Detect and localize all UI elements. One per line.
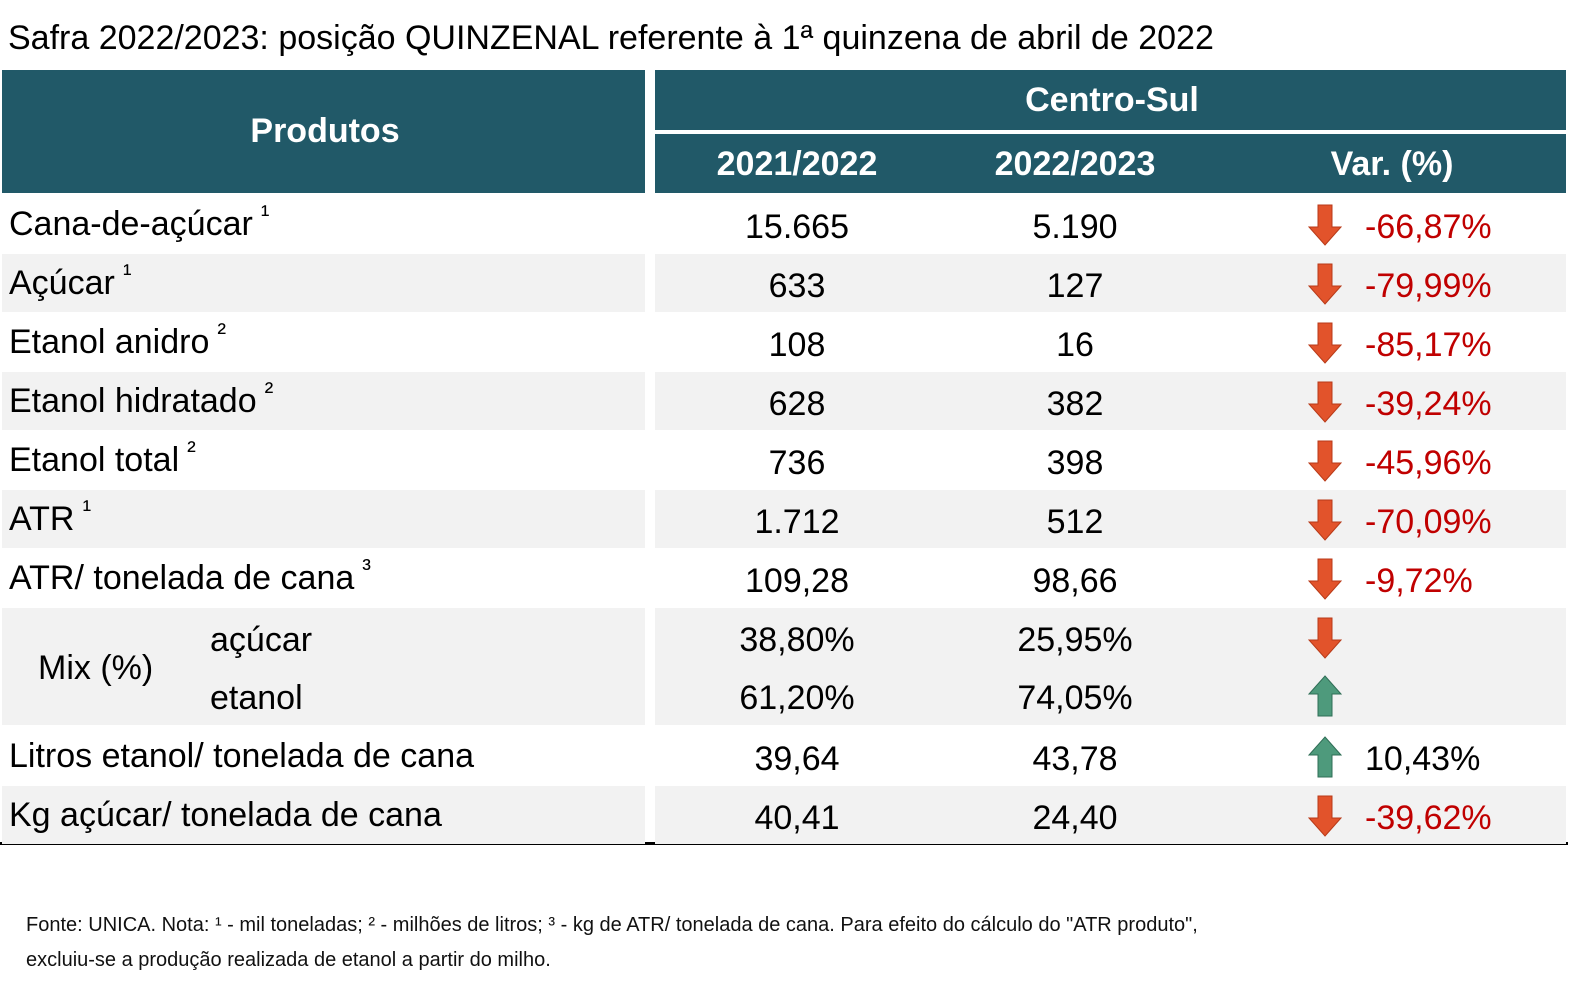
cell-value: 38,80%	[739, 621, 855, 659]
note: ²	[187, 435, 196, 465]
row-bg	[2, 254, 645, 312]
cell-value: 39,64	[754, 740, 840, 778]
note: ¹	[260, 199, 270, 229]
cell-value: 40,41	[754, 799, 840, 837]
row-bg	[2, 608, 645, 725]
arrow-down	[1307, 558, 1343, 600]
cell-value: 15.665	[745, 208, 849, 246]
arrow-up	[1307, 736, 1343, 778]
arrow-down	[1307, 499, 1343, 541]
variation: 10,43%	[1365, 740, 1481, 778]
note: ²	[217, 317, 227, 347]
title: Safra 2022/2023: posição QUINZENAL refer…	[8, 19, 1214, 57]
cell-value: 127	[1046, 267, 1104, 305]
footnote: Fonte: UNICA. Nota: ¹ - mil toneladas; ²…	[26, 914, 1198, 936]
row-bg	[655, 254, 1566, 312]
row-bg	[2, 786, 645, 844]
footnote: excluiu-se a produção realizada de etano…	[26, 949, 551, 971]
cell-value: 398	[1046, 444, 1104, 482]
cell-value: 74,05%	[1017, 679, 1133, 717]
arrow-shape	[1307, 617, 1343, 659]
arrow-down	[1307, 204, 1343, 246]
note: ³	[362, 553, 371, 583]
cell-value: 109,28	[745, 562, 849, 600]
variation: -66,87%	[1365, 208, 1492, 246]
header-column: Var. (%)	[1330, 145, 1454, 183]
row-bg	[655, 372, 1566, 430]
cell-value: 98,66	[1032, 562, 1118, 600]
arrow-shape	[1307, 322, 1343, 364]
row-bg	[2, 372, 645, 430]
variation: -45,96%	[1365, 444, 1492, 482]
header-cell	[655, 134, 1566, 193]
variation: -85,17%	[1365, 326, 1492, 364]
variation: -9,72%	[1365, 562, 1473, 600]
header-region: Centro-Sul	[1025, 81, 1199, 119]
cell-value: 43,78	[1032, 740, 1118, 778]
arrow-down	[1307, 617, 1343, 659]
row-bg	[655, 786, 1566, 844]
cell-value: 382	[1046, 385, 1104, 423]
header-column: 2022/2023	[994, 145, 1156, 183]
cell-value: 5.190	[1032, 208, 1118, 246]
arrow-shape	[1307, 381, 1343, 423]
row-bg	[2, 490, 645, 548]
arrow-shape	[1307, 675, 1343, 717]
arrow-shape	[1307, 736, 1343, 778]
arrow-shape	[1307, 440, 1343, 482]
row-label: Etanol hidratado ²	[9, 376, 274, 420]
cell-value: 628	[768, 385, 826, 423]
row-label: Açúcar ¹	[9, 258, 132, 302]
arrow-down	[1307, 440, 1343, 482]
note: ²	[264, 376, 274, 406]
header-column: 2021/2022	[716, 145, 878, 183]
header-cell	[2, 70, 645, 193]
row-label: Etanol total ²	[9, 435, 196, 479]
note: ¹	[82, 494, 92, 524]
cell-value: 1.712	[754, 503, 840, 541]
row-bg	[655, 608, 1566, 725]
row-bg	[655, 490, 1566, 548]
cell-value: 61,20%	[739, 679, 855, 717]
mix-item-label: etanol	[210, 679, 303, 717]
row-label: Litros etanol/ tonelada de cana	[9, 737, 475, 775]
mix-item-label: açúcar	[210, 621, 313, 659]
cell-value: 24,40	[1032, 799, 1118, 837]
arrow-up	[1307, 675, 1343, 717]
header-products: Produtos	[250, 112, 400, 150]
note: ¹	[122, 258, 132, 288]
mix-label: Mix (%)	[38, 649, 154, 687]
cell-value: 108	[768, 326, 826, 364]
variation: -70,09%	[1365, 503, 1492, 541]
arrow-shape	[1307, 795, 1343, 837]
cell-value: 633	[768, 267, 826, 305]
variation: -39,24%	[1365, 385, 1492, 423]
variation: -79,99%	[1365, 267, 1492, 305]
arrow-shape	[1307, 558, 1343, 600]
arrow-shape	[1307, 204, 1343, 246]
cell-value: 16	[1056, 326, 1094, 364]
row-label: ATR ¹	[9, 494, 92, 538]
row-label: Etanol anidro ²	[9, 317, 227, 361]
variation: -39,62%	[1365, 799, 1492, 837]
arrow-down	[1307, 263, 1343, 305]
cell-value: 512	[1046, 503, 1104, 541]
row-label: ATR/ tonelada de cana ³	[9, 553, 371, 597]
cell-value: 25,95%	[1017, 621, 1133, 659]
row-label: Cana-de-açúcar ¹	[9, 199, 270, 243]
arrow-shape	[1307, 499, 1343, 541]
cell-value: 736	[768, 444, 826, 482]
header-cell	[655, 70, 1566, 130]
arrow-down	[1307, 381, 1343, 423]
arrow-shape	[1307, 263, 1343, 305]
row-label: Kg açúcar/ tonelada de cana	[9, 796, 442, 834]
arrow-down	[1307, 795, 1343, 837]
arrow-down	[1307, 322, 1343, 364]
